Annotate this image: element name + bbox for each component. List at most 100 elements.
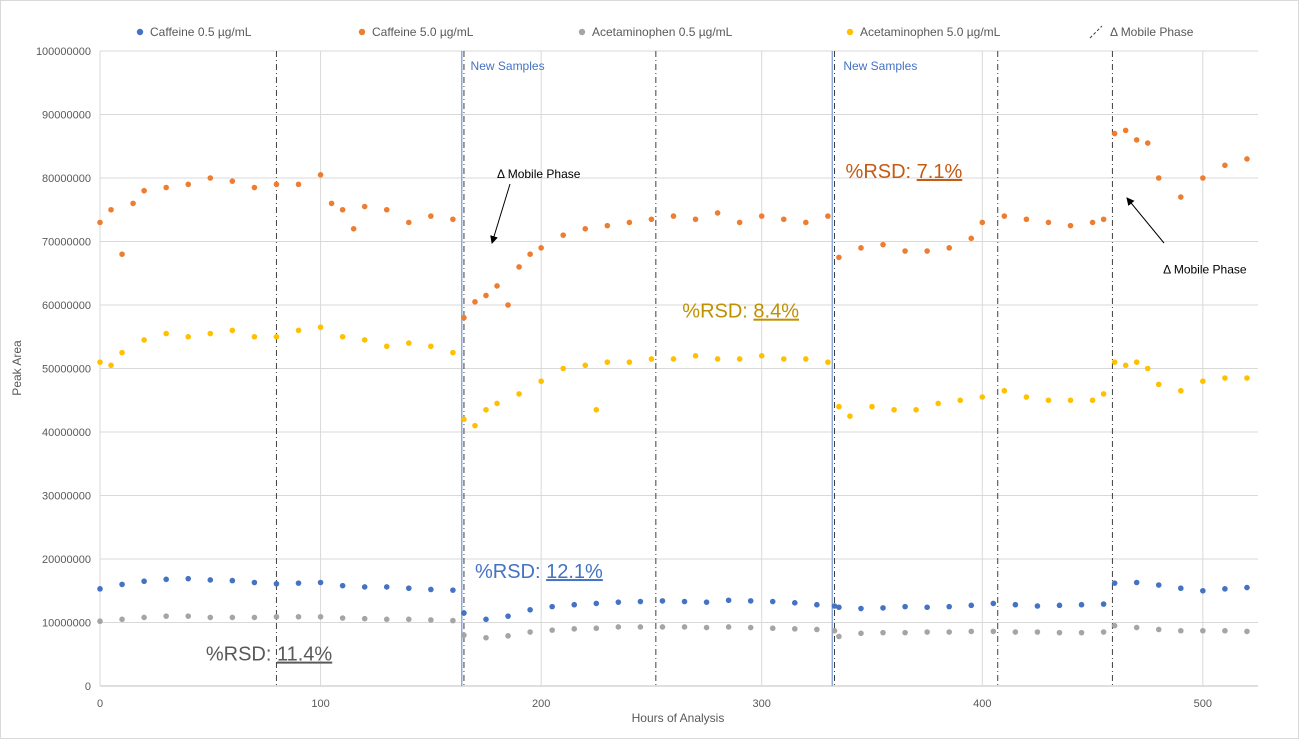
data-point (714, 210, 721, 216)
data-point (295, 613, 302, 620)
data-point (549, 603, 555, 610)
rsd-prefix: %RSD: (682, 301, 753, 323)
data-point (1222, 627, 1228, 634)
data-point (1045, 397, 1052, 404)
legend-marker-icon (136, 28, 144, 36)
x-axis-title: Hours of Analysis (632, 711, 725, 725)
data-point (1056, 629, 1063, 636)
rsd-value: 7.1% (917, 161, 963, 183)
data-point (1155, 381, 1162, 388)
data-point (615, 599, 622, 605)
data-point (383, 343, 390, 350)
data-point (968, 235, 975, 242)
data-point (339, 582, 346, 589)
data-point (428, 213, 434, 219)
data-point (560, 365, 566, 372)
data-point (361, 337, 368, 343)
data-point (450, 216, 456, 223)
rsd-annotation: %RSD: 8.4% (682, 301, 799, 323)
data-point (295, 181, 302, 188)
data-point (615, 624, 622, 630)
rsd-prefix: %RSD: (846, 161, 917, 183)
data-point (494, 283, 500, 289)
data-point (560, 232, 566, 238)
data-point (831, 603, 838, 609)
data-point (880, 629, 886, 636)
data-point (946, 629, 952, 635)
data-point (450, 617, 456, 624)
legend: Caffeine 0.5 µg/mL Caffeine 5.0 µg/mL Acet… (136, 25, 1194, 39)
axes: Hours of Analysis Peak Area 0 10000000 200… (10, 46, 1212, 725)
data-point (472, 422, 478, 429)
y-tick-label: 70000000 (42, 237, 91, 249)
x-tick-label: 400 (973, 698, 991, 710)
x-tick-label: 100 (311, 698, 329, 710)
data-point (207, 175, 214, 181)
data-point (516, 391, 522, 397)
rsd-prefix: %RSD: (206, 644, 277, 666)
data-point (406, 219, 412, 226)
data-point (163, 576, 169, 583)
y-tick-label: 100000000 (36, 46, 91, 58)
data-point (185, 575, 192, 582)
data-point (505, 613, 511, 619)
data-point (483, 292, 489, 299)
data-point (317, 172, 324, 178)
legend-item: Caffeine 0.5 µg/mL (136, 25, 252, 39)
data-point (659, 624, 666, 630)
data-point (108, 206, 114, 213)
data-point (747, 598, 754, 604)
data-point (317, 579, 324, 586)
y-tick-label: 60000000 (42, 300, 91, 312)
rsd-value: 8.4% (753, 301, 799, 323)
data-point (1034, 629, 1041, 635)
data-point (1244, 584, 1250, 591)
data-point (295, 580, 302, 586)
data-point (428, 586, 434, 593)
data-point (968, 628, 975, 635)
data-point (582, 362, 589, 369)
data-point (361, 203, 368, 210)
legend-item: Δ Mobile Phase (1089, 25, 1194, 39)
y-tick-label: 20000000 (42, 554, 91, 566)
data-point (913, 406, 919, 413)
legend-dash-icon (1089, 25, 1103, 39)
data-point (648, 356, 655, 362)
data-point (1100, 601, 1107, 607)
data-point (593, 600, 600, 607)
data-point (1222, 375, 1228, 381)
data-point (902, 629, 908, 636)
data-point (119, 581, 125, 588)
data-point (1222, 586, 1228, 592)
data-point (1089, 397, 1096, 404)
data-point (1155, 582, 1162, 588)
data-point (990, 600, 997, 607)
data-point (703, 624, 710, 631)
data-point (273, 613, 280, 620)
data-point (681, 624, 688, 630)
data-point (825, 359, 831, 365)
rsd-prefix: %RSD: (475, 561, 546, 583)
data-point (814, 626, 820, 633)
data-point (1012, 629, 1019, 635)
data-point (350, 226, 357, 232)
data-point (361, 615, 368, 622)
data-point (769, 625, 776, 632)
data-point (858, 605, 864, 612)
data-point (1100, 629, 1107, 635)
data-point (450, 349, 456, 356)
data-point (758, 353, 765, 359)
data-point (1100, 216, 1107, 223)
series-2 (97, 613, 1250, 641)
data-point (361, 584, 368, 590)
data-point (902, 603, 908, 610)
arrow (1126, 197, 1165, 244)
data-point (814, 601, 820, 608)
data-point (769, 598, 776, 605)
data-point (119, 349, 125, 356)
data-point (207, 577, 214, 583)
legend-label: Acetaminophen 5.0 µg/mL (860, 25, 1001, 39)
data-point (1078, 601, 1085, 608)
data-point (494, 400, 500, 407)
